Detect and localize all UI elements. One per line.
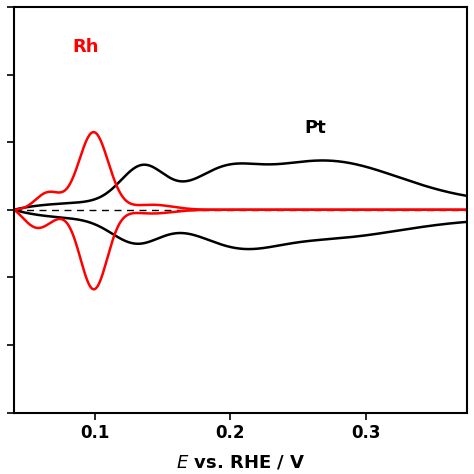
- Text: Rh: Rh: [72, 37, 99, 55]
- Text: Pt: Pt: [305, 118, 327, 137]
- Text: $\mathit{E}$ vs. RHE / V: $\mathit{E}$ vs. RHE / V: [176, 453, 305, 471]
